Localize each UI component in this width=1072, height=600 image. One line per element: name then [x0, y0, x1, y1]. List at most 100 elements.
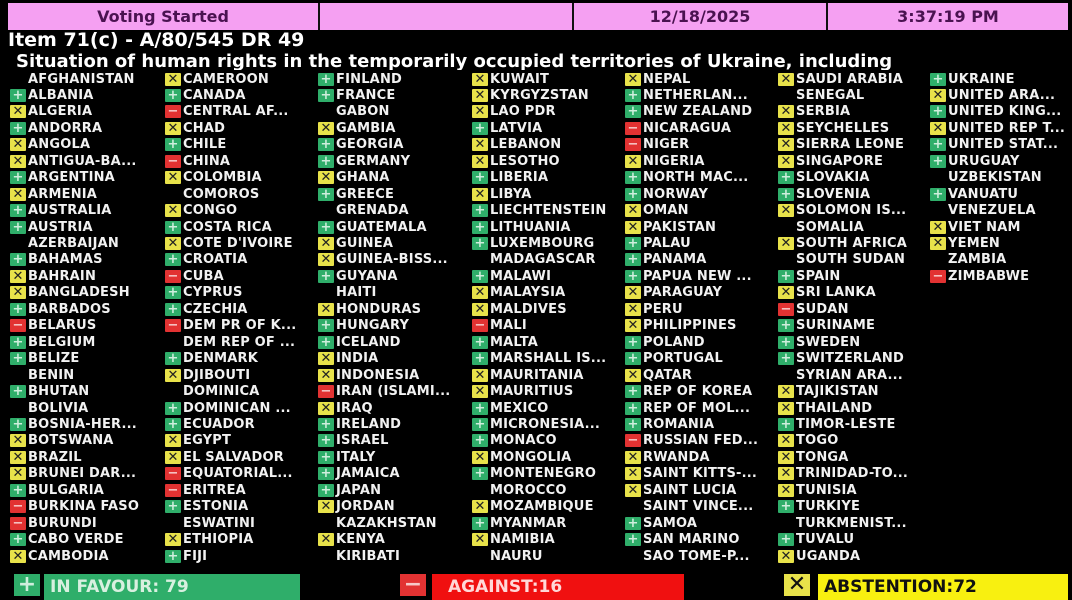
empty-vote-slot	[318, 286, 334, 299]
country-vote-item: − RUSSIAN FED...	[625, 433, 758, 449]
country-vote-item: ✕ SAUDI ARABIA	[778, 71, 903, 87]
country-name: JORDAN	[336, 499, 395, 515]
country-vote-item: + PORTUGAL	[625, 351, 723, 367]
country-name: MALTA	[490, 334, 539, 350]
country-vote-item: ✕ YEMEN	[930, 236, 1000, 252]
country-vote-item: + MONTENEGRO	[472, 466, 596, 482]
country-name: UNITED STAT...	[948, 137, 1059, 153]
country-name: SYRIAN ARA...	[796, 367, 903, 383]
country-vote-item: ✕ OMAN	[625, 203, 689, 219]
x-icon: ✕	[472, 450, 488, 464]
country-name: DOMINICAN ...	[183, 400, 291, 416]
country-name: COSTA RICA	[183, 219, 272, 235]
country-name: ICELAND	[336, 334, 401, 350]
empty-vote-slot	[930, 171, 946, 184]
country-vote-item: ✕ GUINEA-BISS...	[318, 252, 448, 268]
country-name: GERMANY	[336, 153, 411, 169]
plus-icon: +	[778, 171, 794, 185]
plus-icon: +	[625, 335, 641, 349]
country-name: SWITZERLAND	[796, 351, 904, 367]
x-icon: ✕	[778, 121, 794, 135]
country-name: CZECHIA	[183, 301, 248, 317]
country-vote-item: + BELIZE	[10, 351, 79, 367]
country-vote-item: SAO TOME-P...	[625, 548, 750, 564]
plus-icon: +	[318, 269, 334, 283]
x-icon: ✕	[930, 88, 946, 102]
plus-icon: +	[10, 220, 26, 234]
country-vote-item: + REP OF MOL...	[625, 400, 750, 416]
country-vote-item: + JAPAN	[318, 482, 381, 498]
country-vote-item: + ANDORRA	[10, 120, 102, 136]
country-vote-item: + ALBANIA	[10, 87, 94, 103]
country-name: MALDIVES	[490, 301, 567, 317]
country-name: JAMAICA	[336, 466, 400, 482]
minus-icon: −	[318, 385, 334, 399]
plus-icon: +	[625, 237, 641, 250]
country-vote-item: + SAN MARINO	[625, 532, 740, 548]
plus-icon: +	[778, 335, 794, 349]
empty-vote-slot	[318, 550, 334, 563]
country-name: LIBYA	[490, 186, 532, 202]
country-vote-item: ✕ LEBANON	[472, 137, 561, 153]
plus-icon: +	[930, 138, 946, 152]
plus-icon: +	[10, 253, 26, 267]
country-name: TUNISIA	[796, 482, 857, 498]
country-vote-item: + UNITED KING...	[930, 104, 1061, 120]
country-vote-item: + LIBERIA	[472, 170, 548, 186]
plus-icon: +	[472, 237, 488, 250]
country-name: DOMINICA	[183, 384, 260, 400]
country-vote-item: − DEM PR OF K...	[165, 318, 296, 334]
minus-icon: −	[625, 434, 641, 448]
country-name: MONTENEGRO	[490, 466, 597, 482]
country-vote-item: + COSTA RICA	[165, 219, 272, 235]
country-name: MOROCCO	[490, 482, 567, 498]
country-name: PALAU	[643, 236, 691, 251]
plus-icon: +	[318, 417, 334, 431]
country-name: NEPAL	[643, 71, 691, 87]
country-name: NIGER	[643, 137, 690, 153]
country-vote-item: ✕ ARMENIA	[10, 186, 97, 202]
x-icon: ✕	[625, 72, 641, 86]
country-name: MEXICO	[490, 400, 549, 416]
plus-icon: +	[318, 138, 334, 152]
country-vote-item: − CHINA	[165, 153, 230, 169]
country-name: GABON	[336, 104, 390, 120]
country-vote-item: ✕ MOZAMBIQUE	[472, 499, 594, 515]
plus-icon: +	[625, 269, 641, 283]
country-vote-item: + MONACO	[472, 433, 557, 449]
country-name: LIBERIA	[490, 170, 549, 186]
country-name: MICRONESIA...	[490, 416, 601, 432]
country-vote-item: + GREECE	[318, 186, 394, 202]
country-name: RUSSIAN FED...	[643, 433, 759, 449]
country-vote-item: ✕ TAJIKISTAN	[778, 384, 879, 400]
country-name: BRUNEI DAR...	[28, 466, 137, 482]
plus-icon: +	[165, 549, 181, 563]
x-icon: ✕	[10, 450, 26, 464]
country-vote-item: + ESTONIA	[165, 499, 248, 515]
country-vote-item: + PAPUA NEW ...	[625, 268, 752, 284]
x-icon: ✕	[318, 368, 334, 382]
country-vote-item: + SURINAME	[778, 318, 875, 334]
country-vote-item: + MALTA	[472, 334, 538, 350]
country-vote-item: GRENADA	[318, 203, 409, 219]
x-icon: ✕	[165, 533, 181, 547]
empty-vote-slot	[778, 517, 794, 530]
country-name: MALI	[490, 318, 527, 334]
plus-icon: +	[472, 204, 488, 218]
plus-icon: +	[778, 269, 794, 283]
country-name: MYANMAR	[490, 515, 567, 531]
country-vote-item: ✕ SAINT KITTS-...	[625, 466, 757, 482]
country-name: BARBADOS	[28, 301, 111, 317]
country-vote-item: + BELGIUM	[10, 334, 95, 350]
country-vote-item: + URUGUAY	[930, 153, 1020, 169]
country-vote-item: ✕ THAILAND	[778, 400, 872, 416]
country-name: REP OF KOREA	[643, 384, 753, 400]
plus-icon: +	[625, 105, 641, 119]
country-name: UNITED KING...	[948, 104, 1062, 120]
country-vote-item: ✕ CAMBODIA	[10, 548, 109, 564]
minus-icon: −	[10, 319, 26, 333]
country-name: TONGA	[796, 449, 849, 465]
country-name: SAMOA	[643, 515, 698, 531]
plus-icon: +	[625, 187, 641, 201]
plus-icon: +	[472, 269, 488, 283]
